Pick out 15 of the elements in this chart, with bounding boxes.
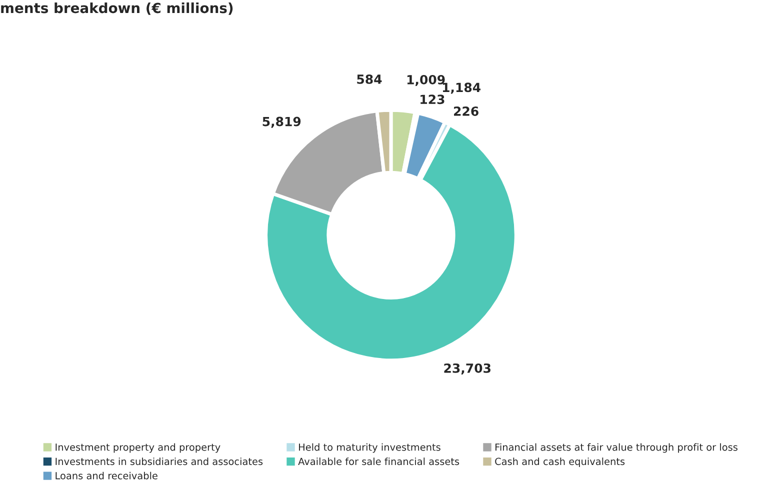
data-label: 5,819 — [262, 116, 301, 128]
data-label: 1,184 — [442, 82, 480, 94]
legend-label: Investment property and property — [56, 443, 220, 453]
data-label: 123 — [420, 94, 444, 104]
legend-label: Loans and receivable — [56, 472, 158, 480]
legend-label: Cash and cash equivalents — [495, 458, 625, 467]
data-label: 226 — [454, 106, 478, 116]
legend-label: Held to maturity investments — [298, 443, 440, 453]
data-label: 584 — [357, 74, 382, 84]
legend-label: Financial assets at fair value through profit or loss — [495, 443, 738, 453]
chart-title: ments breakdown (€ millions) — [1, 2, 233, 15]
legend-label: Investments in subsidiaries and associates — [56, 458, 263, 466]
data-label: 23,703 — [444, 363, 490, 374]
data-label: 1,009 — [407, 74, 445, 86]
legend-label: Available for sale financial assets — [298, 458, 460, 466]
